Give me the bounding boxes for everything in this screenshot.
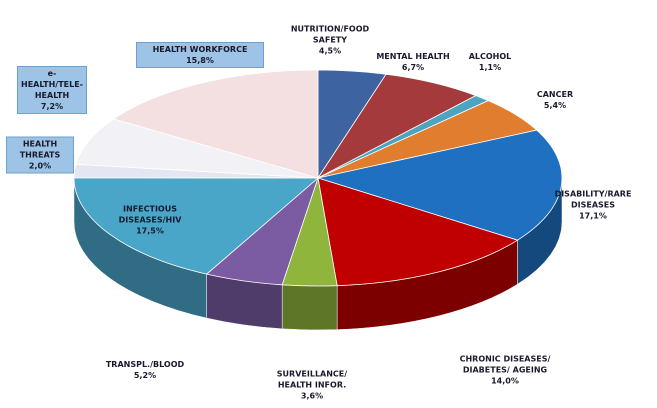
value-label: 5,2%: [133, 371, 157, 380]
slice-label: e-HEALTH/TELE-HEALTH 7,2%: [17, 66, 87, 114]
value-label: 1,1%: [478, 63, 502, 72]
slice: [316, 129, 563, 241]
category: MENTAL HEALTH: [376, 52, 450, 61]
slice-label: INFECTIOUS DISEASES/HIV 17,5%: [105, 204, 195, 237]
slice-label: CANCER 5,4%: [525, 89, 585, 111]
category: HEALTH WORKFORCE: [152, 45, 248, 54]
value-label: 5,4%: [543, 101, 567, 110]
slice: [317, 177, 519, 287]
slice-label: DISABILITY/RARE DISEASES 17,1%: [548, 189, 638, 222]
category: SURVEILLANCE/ HEALTH INFOR.: [276, 369, 348, 390]
value-label: 6,7%: [401, 63, 425, 72]
category: NUTRITION/FOOD SAFETY: [290, 24, 370, 45]
value-label: 2,0%: [28, 161, 52, 171]
slice-label: SURVEILLANCE/ HEALTH INFOR. 3,6%: [267, 369, 357, 402]
category: e-HEALTH/TELE-HEALTH: [21, 69, 84, 100]
slice-label: MENTAL HEALTH 6,7%: [368, 51, 458, 73]
slice-label: HEALTH WORKFORCE 15,8%: [136, 42, 264, 68]
category: DISABILITY/RARE DISEASES: [554, 189, 632, 210]
category: TRANSPL./BLOOD: [105, 360, 185, 369]
slice-label: ALCOHOL 1,1%: [460, 51, 520, 73]
category: CANCER: [536, 90, 574, 99]
value-label: 17,5%: [136, 226, 164, 236]
slice-label: NUTRITION/FOOD SAFETY 4,5%: [290, 24, 370, 57]
slice: [112, 69, 319, 179]
slice-label: TRANSPL./BLOOD 5,2%: [90, 359, 200, 381]
slice-side: [281, 284, 338, 331]
category: ALCOHOL: [468, 52, 512, 61]
slice: [73, 177, 320, 275]
category: HEALTH THREATS: [19, 139, 61, 160]
slice-label: CHRONIC DISEASES/ DIABETES/ AGEING 14,0%: [450, 354, 560, 387]
slice-label: HEALTH THREATS 2,0%: [6, 136, 74, 174]
category: CHRONIC DISEASES/ DIABETES/ AGEING: [459, 354, 551, 375]
value-label: 3,6%: [300, 391, 324, 401]
slice: [75, 118, 319, 179]
value-label: 17,1%: [579, 211, 607, 221]
value-label: 15,8%: [186, 56, 214, 65]
value-label: 4,5%: [318, 46, 342, 56]
value-label: 14,0%: [491, 376, 519, 386]
value-label: 7,2%: [40, 102, 64, 111]
category: INFECTIOUS DISEASES/HIV: [118, 204, 182, 225]
